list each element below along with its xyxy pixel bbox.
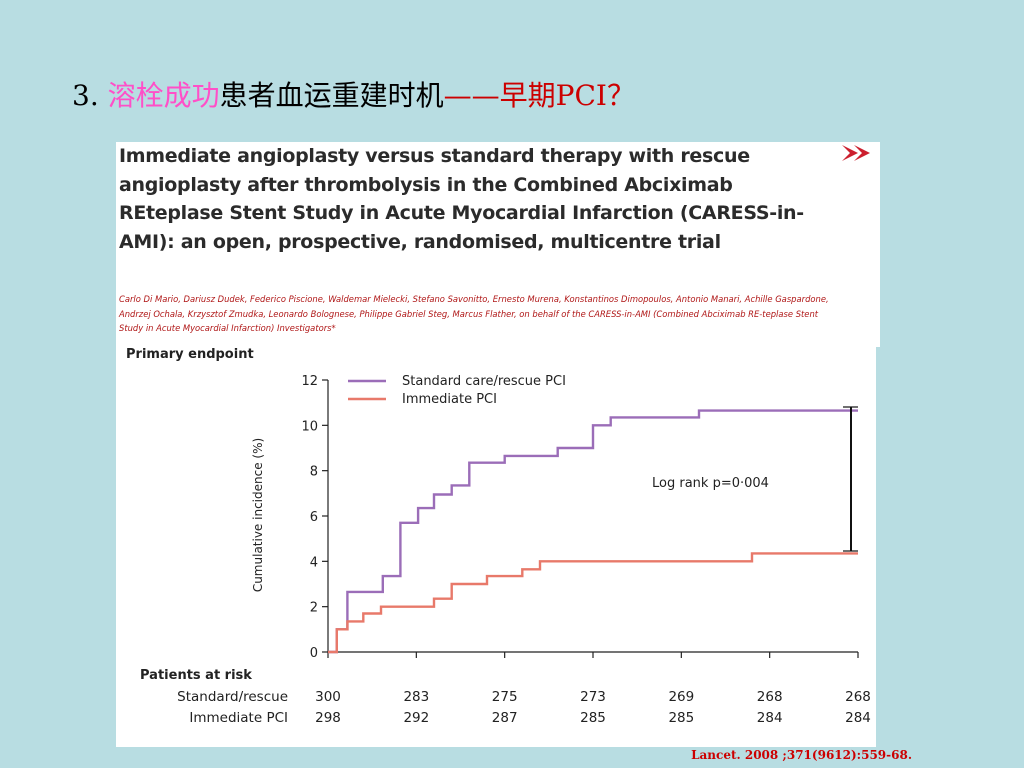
- km-figure: Primary endpoint Cumulative incidence (%…: [116, 345, 876, 747]
- risk-count: 298: [315, 710, 341, 726]
- risk-count: 283: [403, 689, 429, 705]
- title-black-part: 患者血运重建时机: [219, 79, 444, 112]
- lancet-arrow-icon: [842, 145, 870, 161]
- y-tick-label: 10: [301, 419, 318, 434]
- series-line-immediate: [328, 552, 858, 654]
- risk-count: 300: [315, 689, 341, 705]
- paper-authors: Carlo Di Mario, Dariusz Dudek, Federico …: [119, 294, 829, 333]
- risk-count: 287: [492, 710, 518, 726]
- y-tick-label: 8: [310, 465, 318, 480]
- risk-count: 268: [845, 689, 871, 705]
- paper-header-panel: Immediate angioplasty versus standard th…: [116, 142, 880, 347]
- series-line-standard: [328, 409, 858, 654]
- y-tick-label: 12: [301, 374, 318, 389]
- legend: Standard care/rescue PCI Immediate PCI: [348, 374, 566, 407]
- title-pink-part: 溶栓成功: [107, 79, 220, 112]
- title-number: 3.: [72, 79, 99, 112]
- risk-row-label: Standard/rescue: [177, 689, 288, 705]
- paper-title: Immediate angioplasty versus standard th…: [119, 145, 804, 253]
- risk-count: 284: [845, 710, 871, 726]
- risk-count: 268: [757, 689, 783, 705]
- legend-label-immediate: Immediate PCI: [402, 392, 497, 407]
- risk-table-title: Patients at risk: [140, 668, 252, 683]
- slide-title: 3. 溶栓成功患者血运重建时机——早期PCI？: [72, 74, 635, 118]
- y-tick-label: 2: [310, 601, 318, 616]
- risk-count: 269: [668, 689, 694, 705]
- risk-count: 285: [580, 710, 606, 726]
- log-rank-annotation: Log rank p=0·004: [652, 476, 769, 491]
- y-tick-label: 0: [310, 646, 318, 661]
- risk-count: 285: [668, 710, 694, 726]
- y-axis-label: Cumulative incidence (%): [251, 438, 265, 592]
- chart-title: Primary endpoint: [126, 347, 254, 362]
- y-tick-label: 4: [310, 555, 318, 570]
- legend-label-standard: Standard care/rescue PCI: [402, 374, 566, 389]
- km-chart: Primary endpoint Cumulative incidence (%…: [126, 347, 871, 726]
- title-red-part: ——早期PCI？: [443, 79, 635, 112]
- risk-count: 292: [403, 710, 429, 726]
- y-tick-label: 6: [310, 510, 318, 525]
- risk-count: 275: [492, 689, 518, 705]
- risk-row-label: Immediate PCI: [189, 710, 288, 726]
- citation: Lancet. 2008 ;371(9612):559-68.: [691, 748, 912, 762]
- risk-count: 273: [580, 689, 606, 705]
- risk-count: 284: [757, 710, 783, 726]
- log-rank-bracket: [843, 406, 858, 552]
